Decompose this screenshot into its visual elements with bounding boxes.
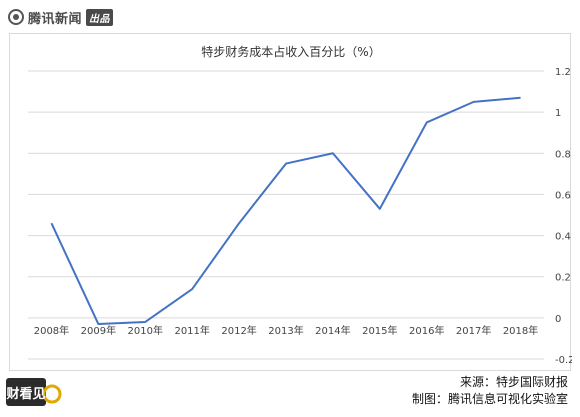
credit-note: 制图：腾讯信息可视化实验室 bbox=[411, 392, 568, 406]
grid-layer bbox=[28, 70, 544, 360]
y-tick-label: 1 bbox=[555, 108, 561, 119]
series-layer bbox=[50, 96, 521, 326]
logo-background bbox=[6, 378, 46, 406]
logo-lens bbox=[42, 384, 62, 404]
tencent-news-logo: 腾讯新闻 出品 bbox=[8, 6, 114, 28]
y-tick-label: 0.8 bbox=[555, 149, 571, 160]
y-tick-label: -0.2 bbox=[555, 355, 572, 366]
x-tick-label: 2015年 bbox=[362, 324, 397, 337]
x-tick-label: 2014年 bbox=[315, 324, 350, 337]
source-note: 来源：特步国际财报 bbox=[459, 375, 568, 389]
line-chart: 1.2 1 0.8 0.6 0.4 0.2 0 -0.2 2008年 2009年 2010年 201… bbox=[28, 44, 572, 366]
y-tick-labels: 1.2 1 0.8 0.6 0.4 0.2 0 -0.2 bbox=[555, 67, 572, 366]
chart-title: 特步财务成本占收入百分比（%） bbox=[201, 44, 380, 59]
x-tick-label: 2012年 bbox=[221, 324, 256, 337]
series-line bbox=[50, 96, 521, 326]
caikanjian-logo: 财看见 bbox=[6, 378, 62, 406]
y-tick-label: 1.2 bbox=[555, 67, 571, 78]
y-tick-label: 0.2 bbox=[555, 273, 571, 284]
x-tick-label: 2008年 bbox=[34, 324, 69, 337]
y-tick-label: 0 bbox=[555, 314, 561, 325]
x-tick-label: 2011年 bbox=[174, 324, 209, 337]
chart-frame: 1.2 1 0.8 0.6 0.4 0.2 0 -0.2 2008年 2009年 2010年 201… bbox=[9, 33, 572, 371]
x-tick-label: 2016年 bbox=[409, 324, 444, 337]
brand-badge: 出品 bbox=[86, 8, 114, 26]
y-tick-label: 0.4 bbox=[555, 232, 571, 243]
y-tick-label: 0.6 bbox=[555, 190, 571, 201]
logo-text: 财看见 bbox=[6, 386, 45, 402]
footer-credits: 来源：特步国际财报 制图：腾讯信息可视化实验室 bbox=[412, 374, 568, 408]
brand-name: 腾讯新闻 bbox=[28, 11, 83, 27]
x-tick-label: 2010年 bbox=[128, 324, 163, 337]
x-tick-label: 2009年 bbox=[81, 324, 116, 337]
x-tick-labels: 2008年 2009年 2010年 2011年 2012年 2013年 2014年 2015年… bbox=[34, 324, 539, 337]
x-tick-label: 2013年 bbox=[268, 324, 303, 337]
x-tick-label: 2018年 bbox=[503, 324, 538, 337]
eye-icon bbox=[8, 9, 24, 25]
x-tick-label: 2017年 bbox=[456, 324, 491, 337]
